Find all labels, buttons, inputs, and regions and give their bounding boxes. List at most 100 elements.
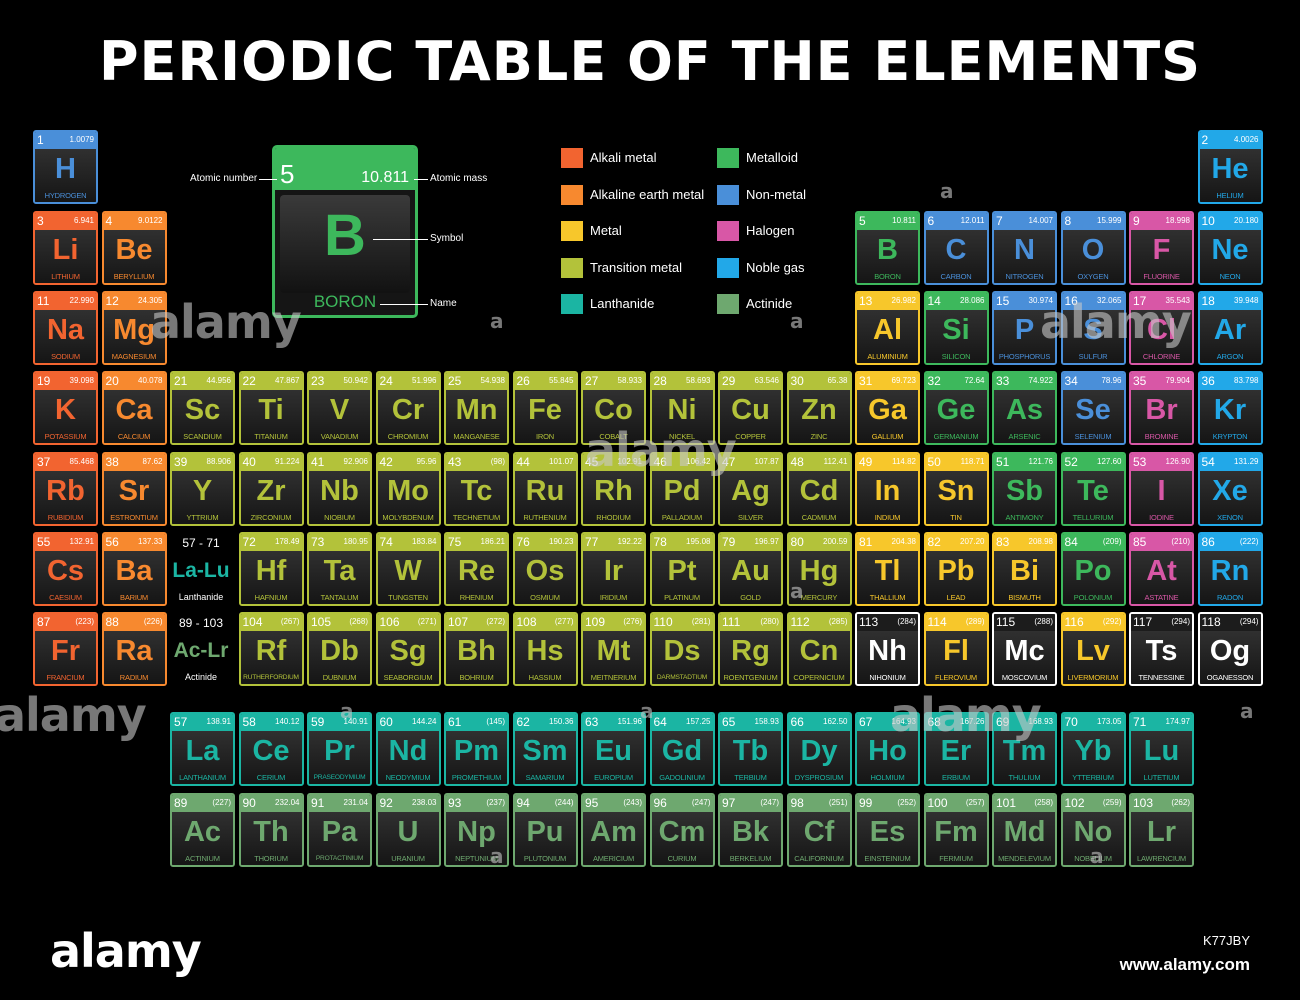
element-name: CALCIUM: [117, 432, 151, 441]
element-name: URANIUM: [391, 854, 425, 863]
element-symbol: H: [55, 153, 76, 185]
element-category-band: [240, 614, 302, 631]
element-category-band: [103, 373, 165, 390]
element-category-band: [35, 534, 96, 551]
element-cell: 35 79.904 Br BROMINE: [1129, 371, 1194, 445]
element-atomic-mass: 180.95: [343, 537, 368, 546]
element-atomic-mass: (268): [349, 617, 368, 626]
element-cell: 89 (227) Ac ACTINIUM: [170, 793, 235, 867]
element-atomic-number: 24: [379, 374, 393, 388]
element-name: EINSTEINIUM: [864, 854, 911, 863]
element-cell: 118 (294) Og OGANESSON: [1197, 612, 1263, 686]
element-cell: 5 10.811 B BORON: [855, 211, 920, 285]
element-atomic-number: 23: [311, 374, 325, 388]
element-symbol: Ho: [868, 735, 907, 767]
element-atomic-number: 103: [1133, 796, 1154, 810]
element-cell: 62 150.36 Sm SAMARIUM: [512, 712, 578, 786]
element-category-band: [309, 373, 370, 390]
element-body: [309, 731, 370, 784]
element-symbol: Pa: [321, 816, 358, 848]
element-symbol: N: [1014, 234, 1035, 266]
element-body: [1131, 310, 1192, 363]
element-body: [1199, 149, 1261, 202]
element-body: [514, 731, 576, 784]
element-symbol: Tm: [1002, 735, 1047, 767]
element-cell: 117 (294) Ts TENNESSINE: [1129, 612, 1194, 686]
element-atomic-mass: 6.941: [73, 216, 94, 225]
element-symbol: At: [1146, 555, 1177, 587]
element-cell: 42 95.96 Mo MOLYBDENUM: [375, 452, 441, 526]
element-atomic-number: 91: [311, 796, 325, 810]
element-cell: 69 168.93 Tm THULIUM: [992, 712, 1057, 786]
element-cell: 24 51.996 Cr CHROMIUM: [375, 371, 441, 445]
element-body: [1131, 390, 1192, 443]
element-name: YTTERBIUM: [1072, 773, 1114, 782]
element-body: [514, 471, 576, 524]
element-symbol: Mg: [113, 314, 155, 346]
element-cell: 45 102.91 Rh RHODIUM: [581, 452, 646, 526]
element-cell: 21 44.956 Sc SCANDIUM: [170, 371, 235, 445]
element-name: RHENIUM: [459, 593, 494, 602]
element-category-band: [925, 213, 987, 230]
legend-label: Alkali metal: [590, 150, 657, 165]
element-atomic-number: 82: [927, 535, 941, 549]
element-symbol: Lr: [1147, 816, 1176, 848]
element-atomic-mass: 167.26: [960, 717, 985, 726]
element-cell: 96 (247) Cm CURIUM: [649, 793, 715, 867]
element-atomic-number: 70: [1064, 715, 1078, 729]
element-name: GOLD: [740, 593, 761, 602]
element-category-band: [994, 454, 1055, 471]
element-atomic-number: 9: [1133, 214, 1140, 228]
element-category-band: [857, 213, 918, 230]
element-atomic-number: 47: [722, 455, 736, 469]
element-category-band: [857, 454, 918, 471]
element-category-band: [103, 534, 165, 551]
element-atomic-mass: 150.36: [549, 717, 574, 726]
element-name: RUTHENIUM: [523, 513, 567, 522]
element-atomic-number: 59: [311, 715, 325, 729]
element-body: [994, 390, 1055, 443]
element-symbol: Sg: [389, 635, 427, 667]
element-name: GADOLINIUM: [659, 773, 705, 782]
element-atomic-mass: 192.22: [617, 537, 642, 546]
element-atomic-mass: 174.97: [1165, 717, 1190, 726]
element-cell: 40 91.224 Zr ZIRCONIUM: [238, 452, 304, 526]
element-body: [925, 310, 987, 363]
element-cell: 1 1.0079 H HYDROGEN: [33, 130, 98, 204]
element-category-band: [309, 454, 370, 471]
element-body: [446, 812, 507, 865]
element-atomic-number: 50: [927, 455, 941, 469]
element-atomic-number: 14: [927, 294, 941, 308]
element-name: CURIUM: [667, 854, 697, 863]
element-symbol: W: [394, 555, 422, 587]
element-atomic-number: 83: [996, 535, 1010, 549]
element-body: [857, 230, 918, 283]
element-body: [857, 471, 918, 524]
element-cell: 92 238.03 U URANIUM: [375, 793, 441, 867]
element-name: SILVER: [738, 513, 763, 522]
element-category-band: [583, 534, 644, 551]
element-name: MERCURY: [800, 593, 838, 602]
element-atomic-mass: 190.23: [549, 537, 574, 546]
element-category-band: [446, 714, 507, 731]
element-symbol: Co: [594, 394, 633, 426]
element-cell: 61 (145) Pm PROMETHIUM: [444, 712, 509, 786]
element-name: NEON: [1219, 272, 1241, 281]
element-atomic-number: 53: [1133, 455, 1147, 469]
element-body: [309, 812, 370, 865]
element-atomic-number: 99: [859, 796, 873, 810]
element-atomic-mass: 238.03: [412, 798, 437, 807]
element-category-band: [720, 614, 781, 631]
element-body: [377, 390, 439, 443]
element-category-band: [1062, 213, 1124, 230]
element-category-band: [994, 213, 1055, 230]
element-name: SCANDIUM: [183, 432, 222, 441]
element-symbol: Rg: [731, 635, 770, 667]
element-symbol: Xe: [1212, 475, 1248, 507]
element-body: [240, 471, 302, 524]
legend-label: Halogen: [746, 223, 795, 238]
element-atomic-number: 38: [105, 455, 119, 469]
element-category-band: [1062, 373, 1124, 390]
element-body: [994, 812, 1055, 865]
element-symbol: Cu: [731, 394, 770, 426]
